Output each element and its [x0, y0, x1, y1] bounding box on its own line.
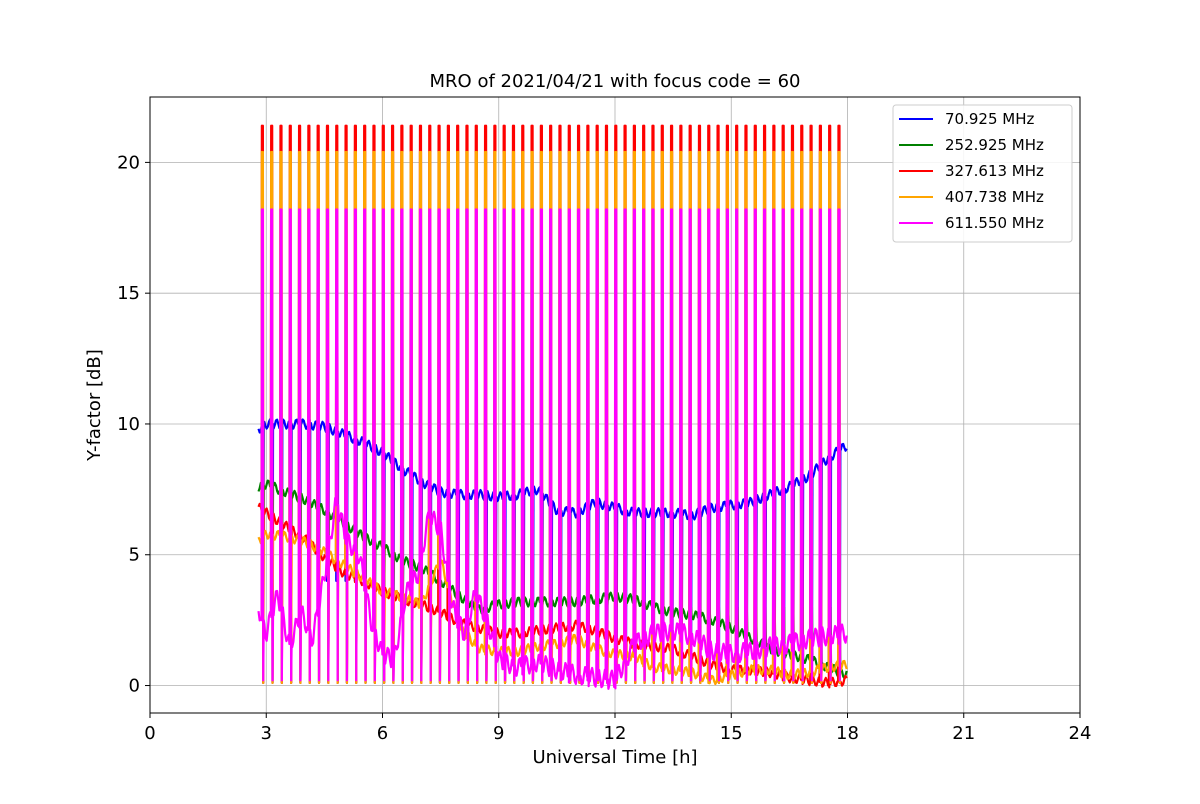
y-axis-label: Y-factor [dB] [84, 349, 105, 462]
legend-label-3: 407.738 MHz [945, 188, 1044, 206]
y-tick-label-1: 5 [129, 545, 140, 566]
x-tick-label-8: 24 [1069, 723, 1092, 744]
tick-marks: 0 3 6 9 12 15 18 21 24 0 5 10 15 20 [117, 152, 1091, 744]
x-tick-label-0: 0 [144, 723, 155, 744]
x-tick-label-4: 12 [604, 723, 627, 744]
x-axis-label: Universal Time [h] [532, 747, 697, 768]
x-tick-label-5: 15 [720, 723, 743, 744]
y-tick-label-4: 20 [117, 152, 140, 173]
y-tick-label-3: 15 [117, 283, 140, 304]
legend-label-4: 611.550 MHz [945, 214, 1044, 232]
series-line-4 [257, 208, 848, 690]
data-series [257, 124, 848, 690]
legend-label-1: 252.925 MHz [945, 136, 1044, 154]
x-tick-label-1: 3 [261, 723, 272, 744]
x-tick-label-7: 21 [952, 723, 975, 744]
legend-label-0: 70.925 MHz [945, 110, 1034, 128]
y-tick-label-2: 10 [117, 414, 140, 435]
x-tick-label-2: 6 [377, 723, 388, 744]
y-tick-label-0: 0 [129, 676, 140, 697]
chart-legend: 70.925 MHz 252.925 MHz 327.613 MHz 407.7… [892, 104, 1073, 243]
chart-title: MRO of 2021/04/21 with focus code = 60 [430, 71, 801, 92]
x-tick-label-3: 9 [493, 723, 504, 744]
legend-label-2: 327.613 MHz [945, 162, 1044, 180]
x-tick-label-6: 18 [836, 723, 859, 744]
legend-box [892, 104, 1073, 243]
